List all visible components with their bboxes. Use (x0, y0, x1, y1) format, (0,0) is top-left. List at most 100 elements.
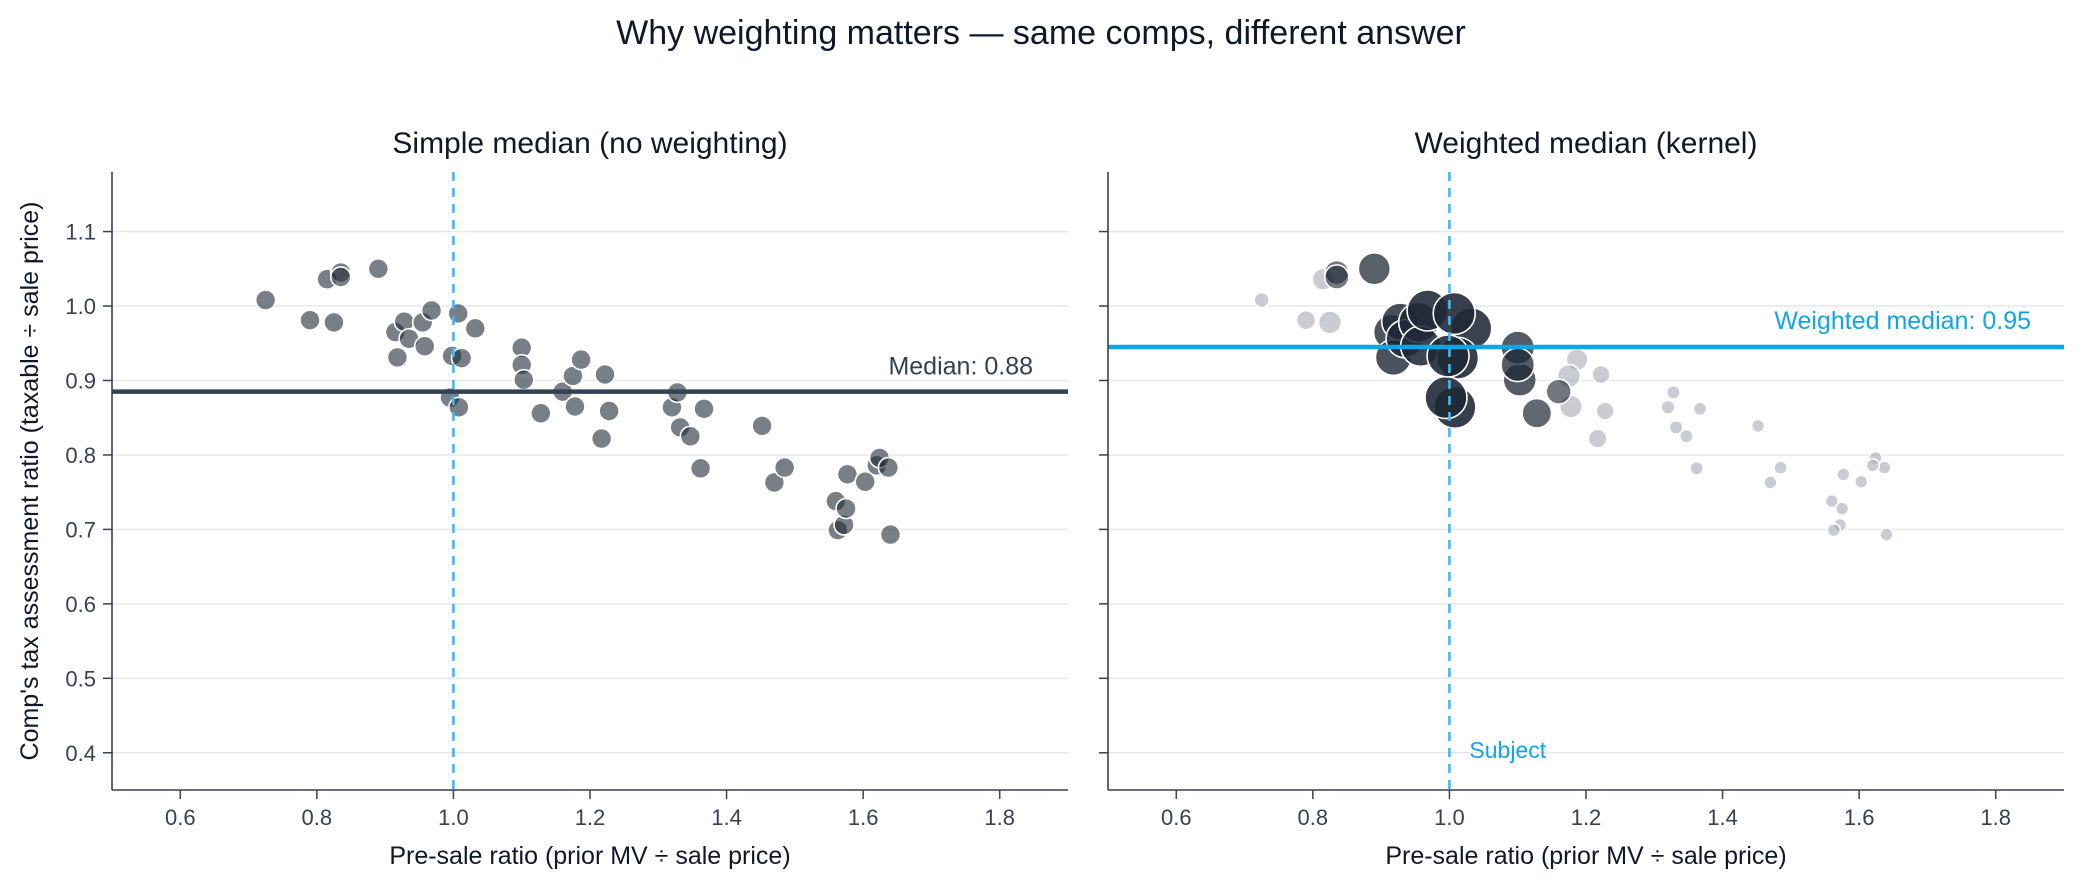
x-tick-label: 1.6 (1844, 805, 1875, 830)
weighted-comp-point (1692, 401, 1708, 417)
weighted-comp-point (1426, 334, 1470, 378)
weighted-comp-point (1826, 522, 1842, 538)
comp-point (329, 266, 352, 288)
comp-point (447, 302, 470, 325)
weighted-comp-point (1295, 309, 1317, 331)
comp-point (877, 456, 900, 479)
panel-title-weighted-median: Weighted median (kernel) (1415, 127, 1758, 160)
weighted-comp-point (1323, 264, 1350, 290)
y-tick-label: 1.0 (65, 294, 96, 319)
y-tick-label: 0.6 (65, 592, 96, 617)
weighted-comp-point (1587, 428, 1608, 449)
y-tick-label: 0.8 (65, 443, 96, 468)
x-axis-label-weighted-median: Pre-sale ratio (prior MV ÷ sale price) (1385, 842, 1786, 870)
x-tick-label: 1.4 (711, 805, 742, 830)
comp-point (598, 400, 620, 422)
x-tick-label: 0.8 (302, 805, 333, 830)
reference-lines-layer (112, 172, 1068, 790)
x-tick-label: 1.0 (438, 805, 469, 830)
x-tick-label: 1.4 (1707, 805, 1738, 830)
panel-simple-median: 0.4 0.5 0.6 0.7 0.8 0.9 1.0 1.1 0.6 0.8 1.0 1.2 1.4 1… (65, 127, 1068, 870)
y-tick-label: 0.4 (65, 741, 96, 766)
comp-point (299, 309, 321, 331)
weighted-comp-point (1773, 460, 1788, 475)
comp-point (464, 317, 487, 340)
x-axis-label-simple-median: Pre-sale ratio (prior MV ÷ sale price) (389, 842, 790, 870)
weighted-comp-point (1521, 397, 1553, 429)
comp-point (763, 471, 786, 494)
comp-point (420, 299, 443, 322)
panel-title-simple-median: Simple median (no weighting) (392, 127, 787, 160)
x-tick-label: 1.2 (1571, 805, 1602, 830)
grid-layer (1108, 230, 2064, 754)
x-tick-label: 1.2 (575, 805, 606, 830)
weighted-comp-point (1595, 401, 1615, 421)
y-tick-label: 0.5 (65, 666, 96, 691)
comp-point (413, 335, 436, 358)
comp-point (254, 289, 277, 311)
weighted-comp-point (1432, 291, 1477, 336)
weighted-comp-point (1545, 378, 1572, 405)
x-tick-label: 0.6 (1161, 805, 1192, 830)
weighted-comp-point (1660, 399, 1676, 415)
x-tick-label: 0.6 (165, 805, 196, 830)
axes-layer: 0.6 0.8 1.0 1.2 1.4 1.6 1.8 (1099, 172, 2064, 830)
comp-point (564, 395, 586, 418)
comp-point (835, 497, 857, 520)
weighted-comp-point (1317, 310, 1343, 335)
comp-point (854, 470, 876, 493)
comp-point (450, 347, 473, 369)
figure-title: Why weighting matters — same comps, diff… (616, 14, 1466, 52)
weighted-comp-point (1424, 375, 1468, 420)
y-tick-label: 0.7 (65, 517, 96, 542)
comp-point (570, 348, 592, 371)
x-tick-label: 1.8 (1980, 805, 2011, 830)
comp-point (879, 523, 902, 546)
axes-layer: 0.4 0.5 0.6 0.7 0.8 0.9 1.0 1.1 0.6 0.8 1.0 1.2 1.4 1… (65, 172, 1068, 830)
median-label: Median: 0.88 (888, 353, 1033, 381)
weighted-comp-point (1865, 458, 1881, 473)
x-tick-label: 0.8 (1298, 805, 1329, 830)
y-tick-label: 1.1 (65, 220, 96, 245)
weighted-comp-point (1678, 428, 1694, 444)
reference-lines-layer (1108, 172, 2064, 790)
comp-point (679, 425, 702, 448)
points-layer (1253, 251, 1894, 542)
weighted-comp-point (1836, 466, 1851, 482)
subject-label: Subject (1469, 737, 1546, 763)
x-tick-label: 1.0 (1434, 805, 1465, 830)
comp-point (594, 363, 616, 386)
comp-point (512, 368, 535, 391)
weighted-comp-point (1253, 291, 1270, 309)
weighted-comp-point (1357, 251, 1392, 286)
comp-point (323, 311, 345, 334)
x-tick-label: 1.8 (984, 805, 1015, 830)
weighted-comp-point (1853, 474, 1869, 490)
weighted-median-label: Weighted median: 0.95 (1774, 307, 2031, 335)
comp-point (693, 397, 715, 420)
weighted-comp-point (1591, 364, 1611, 385)
weighted-comp-point (1824, 493, 1840, 509)
grid-layer (112, 230, 1068, 754)
comp-point (367, 257, 390, 280)
weighted-comp-point (1689, 460, 1705, 476)
panel-weighted-median: 0.6 0.8 1.0 1.2 1.4 1.6 1.8 Weighted median (k… (1099, 127, 2064, 870)
comp-point (448, 396, 470, 419)
comp-point (689, 457, 712, 480)
weighted-comp-point (1750, 418, 1766, 434)
comp-point (773, 456, 796, 479)
weighted-comp-point (1500, 347, 1536, 383)
weighted-comp-point (1665, 384, 1682, 400)
points-layer (254, 257, 902, 546)
comp-point (386, 346, 409, 369)
weighted-comp-point (1763, 475, 1778, 490)
comp-point (751, 415, 773, 437)
y-axis-label: Comp's tax assessment ratio (taxable ÷ s… (16, 202, 44, 761)
weighted-comp-point (1834, 501, 1850, 516)
comp-point (590, 427, 613, 450)
weighted-comp-point (1879, 527, 1894, 542)
x-tick-label: 1.6 (848, 805, 879, 830)
y-tick-label: 0.9 (65, 368, 96, 393)
weighted-comp-point (1668, 419, 1684, 435)
